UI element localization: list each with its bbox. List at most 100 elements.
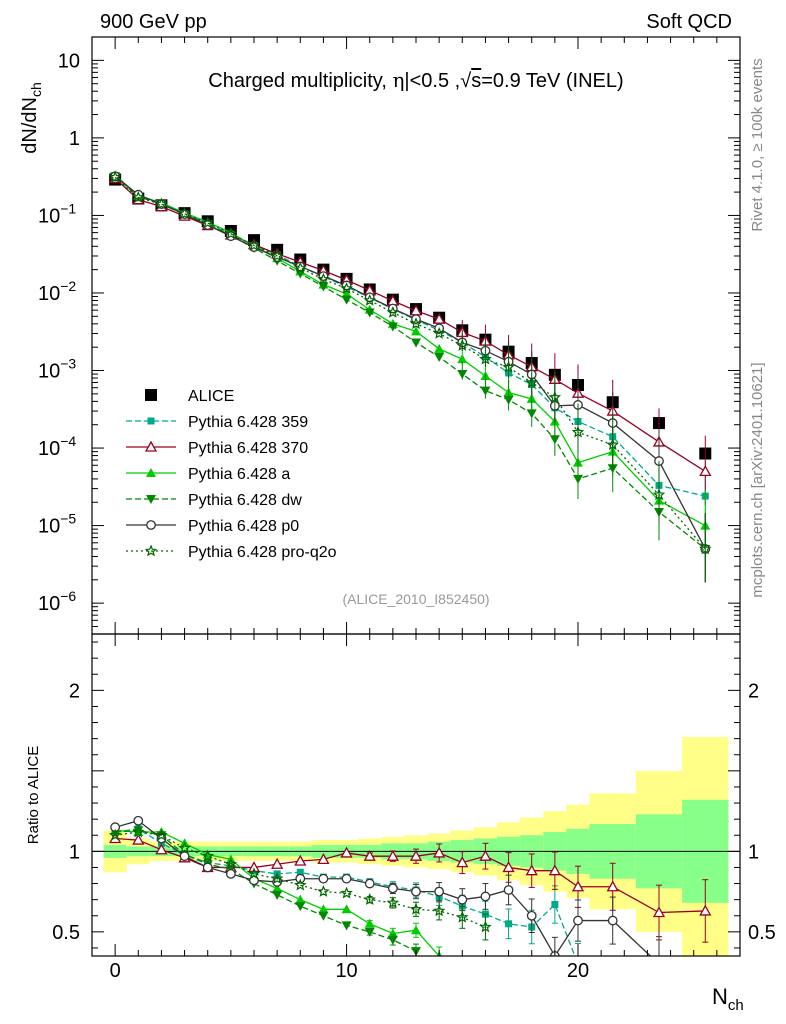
legend-label: Pythia 6.428 dw: [188, 492, 302, 509]
ratio-point: [386, 896, 400, 909]
axes-layer: 0 10 20 10−6 10−5 10−4 10−3 10−2 10−1 1 10 0.5 0.5 1 1…: [38, 36, 776, 982]
ratio-y-tick-label-right: 2: [748, 680, 759, 702]
ratio-point: [364, 927, 375, 937]
ratio-point: [480, 891, 491, 902]
ratio-point: [133, 815, 144, 826]
main-point: [270, 249, 284, 262]
legend-label: Pythia 6.428 370: [188, 440, 308, 457]
ratio-point: [607, 915, 618, 926]
main-point: [201, 216, 214, 229]
ratio-series-5: [108, 825, 492, 941]
main-point: [294, 261, 307, 274]
ratio-point: [456, 910, 469, 923]
ratio-point: [318, 911, 329, 921]
main-series-6: [108, 170, 712, 583]
ratio-point: [502, 861, 515, 873]
ratio-ylabel: Ratio to ALICE: [25, 746, 42, 844]
legend-marker: [145, 389, 157, 401]
ratio-point: [318, 873, 329, 884]
main-point: [178, 207, 191, 220]
ratio-series-1: [109, 832, 712, 943]
ratio-point: [155, 843, 168, 855]
ratio-point: [573, 915, 583, 926]
legend-label: Pythia 6.428 359: [188, 414, 308, 431]
main-point: [433, 312, 446, 324]
main-point: [573, 474, 583, 484]
ratio-point: [341, 921, 352, 931]
y-tick-label: 1: [69, 128, 80, 150]
main-point: [549, 435, 560, 445]
ratio-point: [606, 880, 619, 892]
ratio-point: [503, 885, 514, 895]
ratio-point: [341, 904, 352, 914]
ratio-point: [317, 885, 330, 897]
ratio-point: [341, 873, 352, 884]
x-tick-label: 0: [110, 960, 121, 982]
x-tick-label: 20: [567, 960, 589, 982]
main-point: [525, 375, 538, 388]
legend-marker: [144, 440, 158, 452]
ratio-point: [295, 894, 306, 904]
main-point: [364, 308, 375, 318]
main-point: [340, 281, 353, 294]
legend-marker: [146, 520, 156, 530]
main-ylabel: dN/dNch: [19, 82, 44, 154]
ratio-point: [699, 904, 712, 916]
ratio-y-tick-label: 2: [69, 680, 80, 702]
legend: ALICE Pythia 6.428 359 Pythia 6.428 370 Pyt…: [126, 388, 337, 561]
y-tick-label: 10−1: [38, 200, 76, 227]
main-series-layer: [108, 170, 712, 583]
ratio-point: [201, 849, 214, 862]
ratio-point: [551, 900, 559, 908]
main-point: [224, 227, 238, 240]
main-point: [479, 352, 492, 365]
ratio-point: [411, 925, 421, 935]
main-point: [363, 293, 376, 306]
ratio-point: [272, 883, 283, 893]
ratio-point: [409, 849, 423, 861]
ratio-point: [387, 935, 398, 945]
ratio-point: [655, 960, 664, 969]
main-point: [502, 360, 515, 373]
main-point: [155, 197, 168, 210]
ratio-point: [132, 825, 145, 838]
main-point: [606, 438, 619, 451]
y-tick-label: 10−5: [38, 511, 76, 538]
main-point: [317, 272, 330, 285]
main-point: [652, 488, 666, 501]
analysis-id-label: (ALICE_2010_I852450): [342, 591, 489, 607]
main-point: [409, 317, 423, 330]
mcplots-source-label: mcplots.cern.ch [arXiv:2401.10621]: [749, 362, 766, 597]
ratio-point: [363, 893, 376, 905]
y-tick-label: 10−2: [38, 278, 76, 305]
ratio-point: [317, 853, 330, 865]
legend-entry: Pythia 6.428 a: [126, 466, 290, 483]
legend-marker: [146, 495, 156, 504]
legend-marker: [144, 544, 158, 557]
legend-entry: ALICE: [145, 388, 234, 405]
ratio-point: [340, 846, 353, 858]
main-point: [247, 238, 261, 251]
main-point: [108, 170, 122, 183]
ratio-series-line: [115, 831, 486, 928]
main-point: [133, 189, 144, 200]
main-point: [699, 542, 712, 555]
x-axis-label: Nch: [712, 984, 744, 1014]
main-series-line: [114, 174, 706, 527]
ratio-point: [652, 906, 666, 918]
main-point: [456, 338, 469, 351]
ratio-point: [296, 868, 304, 876]
ratio-point: [133, 826, 144, 836]
x-tick-label: 10: [335, 960, 357, 982]
ratio-point: [247, 861, 261, 873]
ratio-point: [526, 910, 537, 921]
legend-entry: Pythia 6.428 dw: [126, 492, 302, 509]
ratio-point: [433, 846, 446, 858]
y-tick-label: 10−6: [38, 588, 76, 615]
main-point: [526, 409, 537, 419]
ratio-point: [411, 886, 421, 897]
ratio-point: [479, 920, 492, 933]
ratio-point: [179, 851, 190, 862]
ratio-point: [247, 867, 261, 880]
ratio-y-tick-label-right: 0.5: [748, 922, 776, 944]
